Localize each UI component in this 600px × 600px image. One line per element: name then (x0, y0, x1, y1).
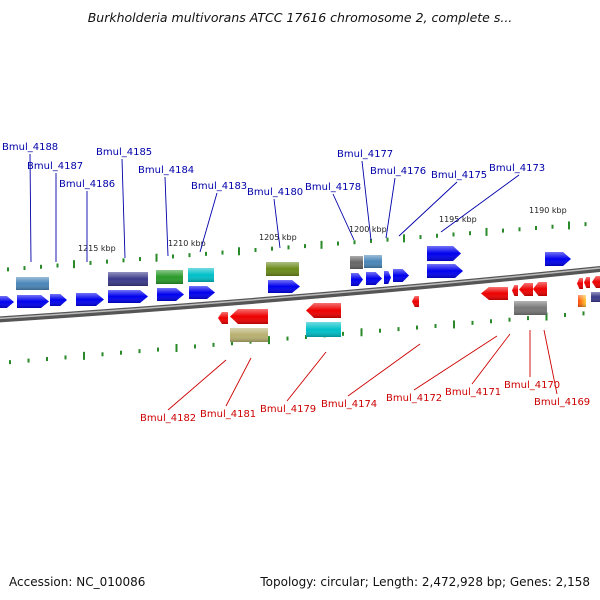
scale-label: 1190 kbp (529, 206, 567, 215)
gene-label-top[interactable]: Bmul_4183 (191, 181, 247, 192)
feature-box[interactable] (230, 328, 268, 342)
gene-arrow[interactable] (268, 280, 300, 293)
scale-label: 1200 kbp (349, 225, 387, 234)
feature-box[interactable] (16, 277, 49, 290)
gene-label-bottom[interactable]: Bmul_4172 (386, 393, 442, 404)
gene-label-bottom[interactable]: Bmul_4170 (504, 380, 560, 391)
gene-label-bottom[interactable]: Bmul_4179 (260, 404, 316, 415)
gene-label-top[interactable]: Bmul_4185 (96, 147, 152, 158)
gene-arrow[interactable] (384, 271, 391, 284)
gene-label-top[interactable]: Bmul_4173 (489, 163, 545, 174)
gene-label-top[interactable]: Bmul_4177 (337, 149, 393, 160)
genome-summary-text: Topology: circular; Length: 2,472,928 bp… (260, 575, 590, 589)
gene-leader-line (286, 351, 327, 402)
gene-label-bottom[interactable]: Bmul_4182 (140, 413, 196, 424)
gene-arrow[interactable] (76, 293, 104, 306)
gene-leader-line (167, 359, 227, 411)
accession-text: Accession: NC_010086 (9, 575, 146, 589)
gene-leader-line (332, 193, 355, 241)
gene-leader-line (440, 174, 520, 233)
gene-leader-line (29, 153, 32, 263)
gene-label-top[interactable]: Bmul_4187 (27, 161, 83, 172)
gene-label-bottom[interactable]: Bmul_4174 (321, 399, 377, 410)
gene-arrow[interactable] (584, 277, 590, 288)
gene-arrow[interactable] (592, 276, 600, 288)
gene-arrow[interactable] (512, 285, 518, 296)
gene-arrow[interactable] (519, 283, 533, 296)
gene-arrow[interactable] (230, 309, 268, 324)
gene-leader-line (164, 176, 169, 257)
gene-leader-line (121, 158, 126, 259)
gene-arrow[interactable] (427, 246, 461, 261)
gene-label-top[interactable]: Bmul_4188 (2, 142, 58, 153)
gene-arrow[interactable] (0, 296, 14, 308)
gene-arrow[interactable] (17, 295, 49, 308)
scale-label: 1205 kbp (259, 233, 297, 242)
gene-label-top[interactable]: Bmul_4176 (370, 166, 426, 177)
gene-arrow[interactable] (481, 287, 508, 300)
gene-arrow[interactable] (351, 273, 363, 286)
genome-backbone (0, 266, 600, 323)
gene-label-bottom[interactable]: Bmul_4181 (200, 409, 256, 420)
gene-leader-line (413, 335, 498, 391)
gene-arrow[interactable] (306, 303, 341, 318)
gene-arrow[interactable] (218, 312, 228, 324)
gene-arrow[interactable] (412, 296, 419, 307)
feature-box[interactable] (591, 292, 600, 302)
gene-label-bottom[interactable]: Bmul_4171 (445, 387, 501, 398)
gene-arrow[interactable] (577, 278, 583, 289)
gene-arrow[interactable] (393, 269, 409, 282)
gene-leader-line (471, 333, 511, 385)
gene-label-top[interactable]: Bmul_4178 (305, 182, 361, 193)
feature-box[interactable] (266, 262, 299, 276)
gene-leader-line (398, 181, 458, 237)
feature-box[interactable] (108, 272, 148, 286)
gene-arrow[interactable] (533, 282, 547, 296)
feature-box[interactable] (364, 255, 382, 268)
gene-leader-line (361, 160, 372, 241)
feature-box[interactable] (306, 322, 341, 337)
gene-leader-line (543, 329, 558, 395)
scale-label: 1210 kbp (168, 239, 206, 248)
gene-arrow[interactable] (427, 264, 463, 278)
gene-leader-line (273, 198, 281, 249)
feature-box[interactable] (188, 268, 214, 282)
gene-label-top[interactable]: Bmul_4186 (59, 179, 115, 190)
feature-box[interactable] (156, 270, 183, 284)
gene-leader-line (225, 357, 252, 407)
gene-label-top[interactable]: Bmul_4180 (247, 187, 303, 198)
scale-label: 1215 kbp (78, 244, 116, 253)
gene-label-top[interactable]: Bmul_4184 (138, 165, 194, 176)
genome-backbone-highlight (0, 267, 600, 320)
gene-arrow[interactable] (366, 272, 382, 285)
feature-box[interactable] (514, 301, 547, 315)
feature-box[interactable] (350, 256, 363, 269)
gene-label-top[interactable]: Bmul_4175 (431, 170, 487, 181)
gene-arrow[interactable] (157, 288, 184, 301)
gene-leader-line (385, 177, 396, 239)
map-title: Burkholderia multivorans ATCC 17616 chro… (87, 10, 513, 25)
feature-box[interactable] (578, 295, 586, 307)
gene-label-bottom[interactable]: Bmul_4169 (534, 397, 590, 408)
gene-leader-line (347, 343, 421, 397)
gene-arrow[interactable] (50, 294, 67, 306)
gene-arrow[interactable] (189, 286, 215, 299)
gene-arrow[interactable] (108, 290, 148, 303)
gene-leader-line (199, 192, 218, 253)
gene-arrow[interactable] (545, 252, 571, 266)
